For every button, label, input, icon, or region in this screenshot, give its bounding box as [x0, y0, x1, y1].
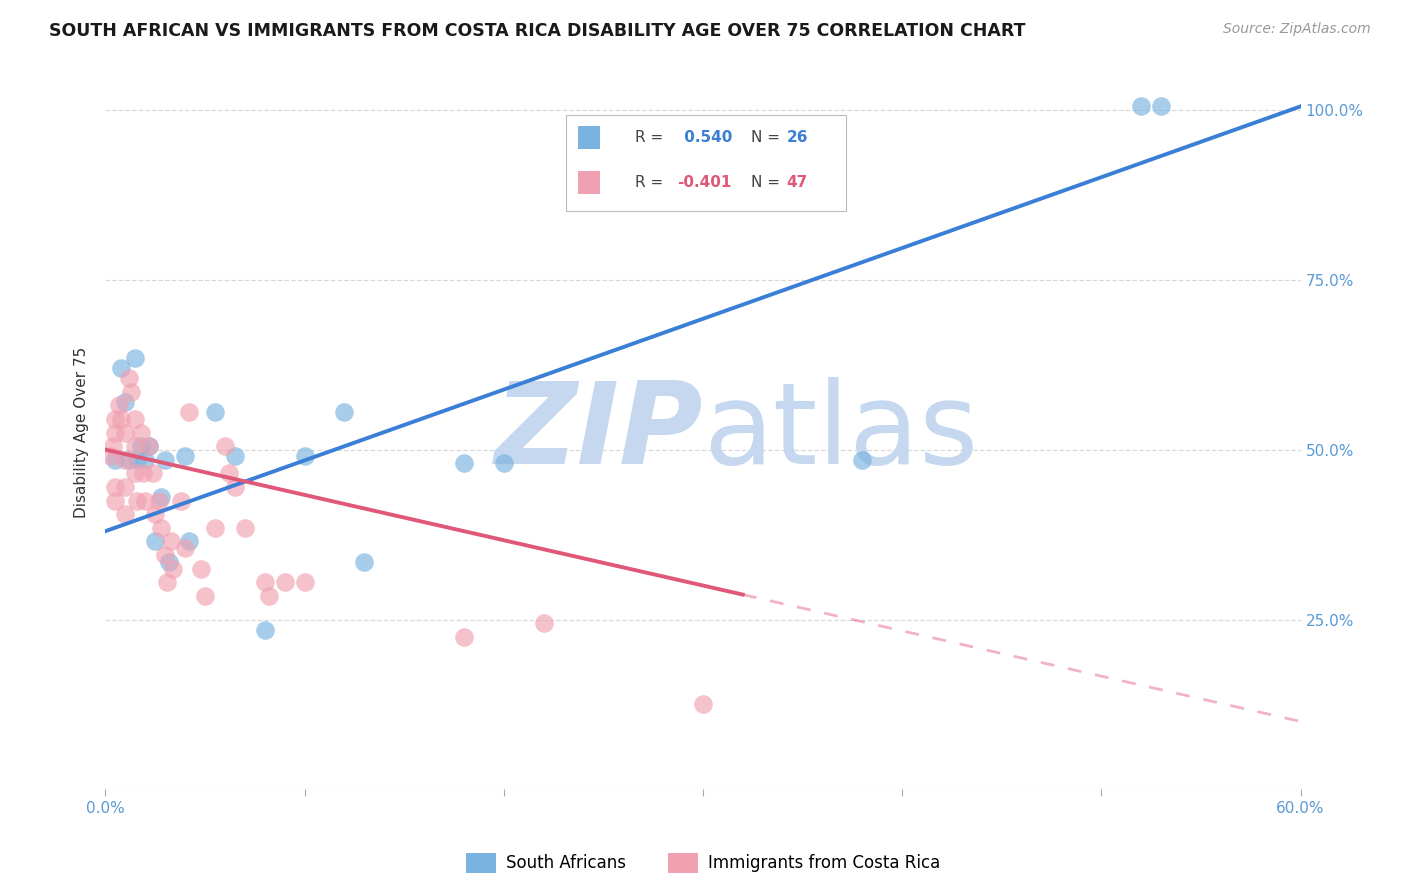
- Point: [1130, 99, 1153, 113]
- Point: [138, 439, 160, 453]
- Point: [533, 615, 555, 630]
- Point: [224, 480, 246, 494]
- Point: [104, 412, 127, 426]
- Point: [153, 452, 177, 467]
- Point: [132, 467, 155, 481]
- Point: [453, 630, 475, 644]
- Point: [143, 534, 166, 549]
- Text: Source: ZipAtlas.com: Source: ZipAtlas.com: [1223, 22, 1371, 37]
- Point: [124, 439, 146, 453]
- Point: [150, 490, 173, 504]
- Y-axis label: Disability Age Over 75: Disability Age Over 75: [75, 347, 90, 518]
- Point: [851, 452, 873, 467]
- Point: [104, 425, 127, 440]
- Point: [1150, 99, 1173, 113]
- Point: [253, 575, 276, 590]
- Point: [114, 425, 136, 440]
- Bar: [578, 171, 600, 194]
- Point: [692, 698, 714, 712]
- Point: [110, 412, 132, 426]
- Bar: [578, 127, 600, 149]
- Text: -0.401: -0.401: [676, 176, 731, 190]
- Point: [129, 425, 153, 440]
- Text: 26: 26: [787, 130, 808, 145]
- Text: ZIP: ZIP: [495, 377, 703, 488]
- Text: R =: R =: [636, 176, 668, 190]
- Point: [273, 575, 295, 590]
- Point: [118, 452, 141, 467]
- Point: [104, 480, 127, 494]
- Point: [114, 480, 136, 494]
- Point: [224, 450, 246, 464]
- Point: [160, 534, 183, 549]
- Point: [162, 561, 184, 575]
- Point: [104, 452, 127, 467]
- Point: [143, 507, 166, 521]
- Point: [104, 493, 127, 508]
- Point: [353, 555, 375, 569]
- Point: [177, 405, 201, 419]
- Text: N =: N =: [751, 130, 785, 145]
- Point: [253, 623, 276, 637]
- Point: [142, 467, 165, 481]
- Point: [134, 493, 156, 508]
- Point: [190, 561, 212, 575]
- FancyBboxPatch shape: [565, 115, 846, 211]
- Text: atlas: atlas: [703, 377, 979, 488]
- Point: [108, 399, 131, 413]
- Point: [492, 456, 515, 470]
- Point: [194, 589, 217, 603]
- Point: [120, 384, 142, 399]
- Text: 47: 47: [787, 176, 808, 190]
- Point: [134, 452, 156, 467]
- Point: [170, 493, 193, 508]
- Text: R =: R =: [636, 130, 668, 145]
- Point: [148, 493, 170, 508]
- Point: [218, 467, 240, 481]
- Text: 0.540: 0.540: [679, 130, 733, 145]
- Point: [156, 575, 179, 590]
- Point: [157, 555, 180, 569]
- Point: [204, 405, 226, 419]
- Point: [100, 450, 122, 464]
- Point: [129, 439, 153, 453]
- Point: [114, 507, 136, 521]
- Point: [150, 521, 173, 535]
- Point: [453, 456, 475, 470]
- Point: [127, 452, 149, 467]
- Point: [114, 452, 136, 467]
- Point: [333, 405, 356, 419]
- Point: [294, 450, 316, 464]
- Point: [124, 412, 146, 426]
- Point: [124, 351, 146, 365]
- Point: [294, 575, 316, 590]
- Point: [233, 521, 256, 535]
- Point: [110, 361, 132, 376]
- Point: [124, 467, 146, 481]
- Point: [127, 493, 149, 508]
- Point: [257, 589, 280, 603]
- Point: [118, 371, 141, 385]
- Text: N =: N =: [751, 176, 785, 190]
- Legend: South Africans, Immigrants from Costa Rica: South Africans, Immigrants from Costa Ri…: [460, 847, 946, 880]
- Point: [174, 541, 197, 556]
- Point: [177, 534, 201, 549]
- Point: [204, 521, 226, 535]
- Point: [174, 450, 197, 464]
- Text: SOUTH AFRICAN VS IMMIGRANTS FROM COSTA RICA DISABILITY AGE OVER 75 CORRELATION C: SOUTH AFRICAN VS IMMIGRANTS FROM COSTA R…: [49, 22, 1026, 40]
- Point: [138, 439, 160, 453]
- Point: [103, 439, 125, 453]
- Point: [214, 439, 236, 453]
- Point: [114, 395, 136, 409]
- Point: [153, 548, 177, 562]
